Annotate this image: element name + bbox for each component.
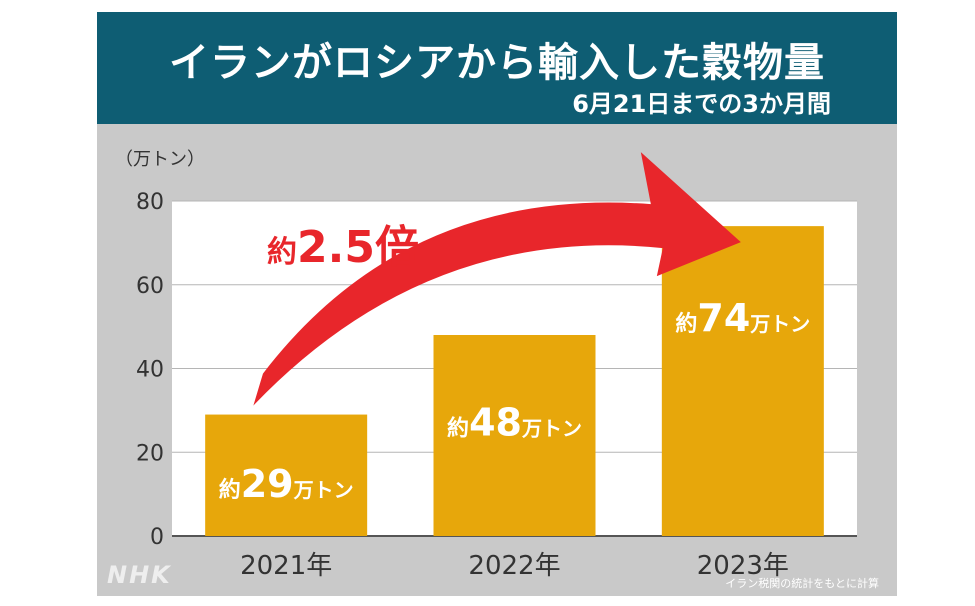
bar <box>433 335 596 536</box>
y-tick-label: 60 <box>136 274 164 299</box>
bar <box>205 414 368 536</box>
nhk-logo: NHK <box>107 561 172 589</box>
bar-value-label: 約74万トン <box>675 296 810 340</box>
y-tick-label: 80 <box>136 190 164 215</box>
growth-arrow <box>253 152 741 406</box>
x-category-label: 2021年 <box>240 551 332 581</box>
y-tick-label: 40 <box>136 358 164 383</box>
y-tick-label: 20 <box>136 441 164 466</box>
x-category-label: 2023年 <box>697 551 789 581</box>
bar-value-label: 約48万トン <box>447 400 582 444</box>
bar-chart: 0 20 40 60 80 2021年 2022年 2023年 約29万トン 約48万トン 約74万… <box>136 152 857 581</box>
bar-value-label: 約29万トン <box>219 462 354 506</box>
source-note: イラン税関の統計をもとに計算 <box>725 577 879 590</box>
growth-annotation: 約2.5倍 <box>267 222 419 273</box>
bar <box>661 226 824 536</box>
y-axis-unit-label: （万トン） <box>115 149 205 170</box>
chart-card: イランがロシアから輸入した穀物量 6月21日までの3か月間 （万トン） 0 20 4… <box>97 12 897 596</box>
chart-subtitle: 6月21日までの3か月間 <box>572 90 831 118</box>
x-category-label: 2022年 <box>468 551 560 581</box>
title-banner: イランがロシアから輸入した穀物量 6月21日までの3か月間 <box>97 12 897 124</box>
chart-title: イランがロシアから輸入した穀物量 <box>169 40 825 86</box>
y-tick-label: 0 <box>150 525 164 550</box>
